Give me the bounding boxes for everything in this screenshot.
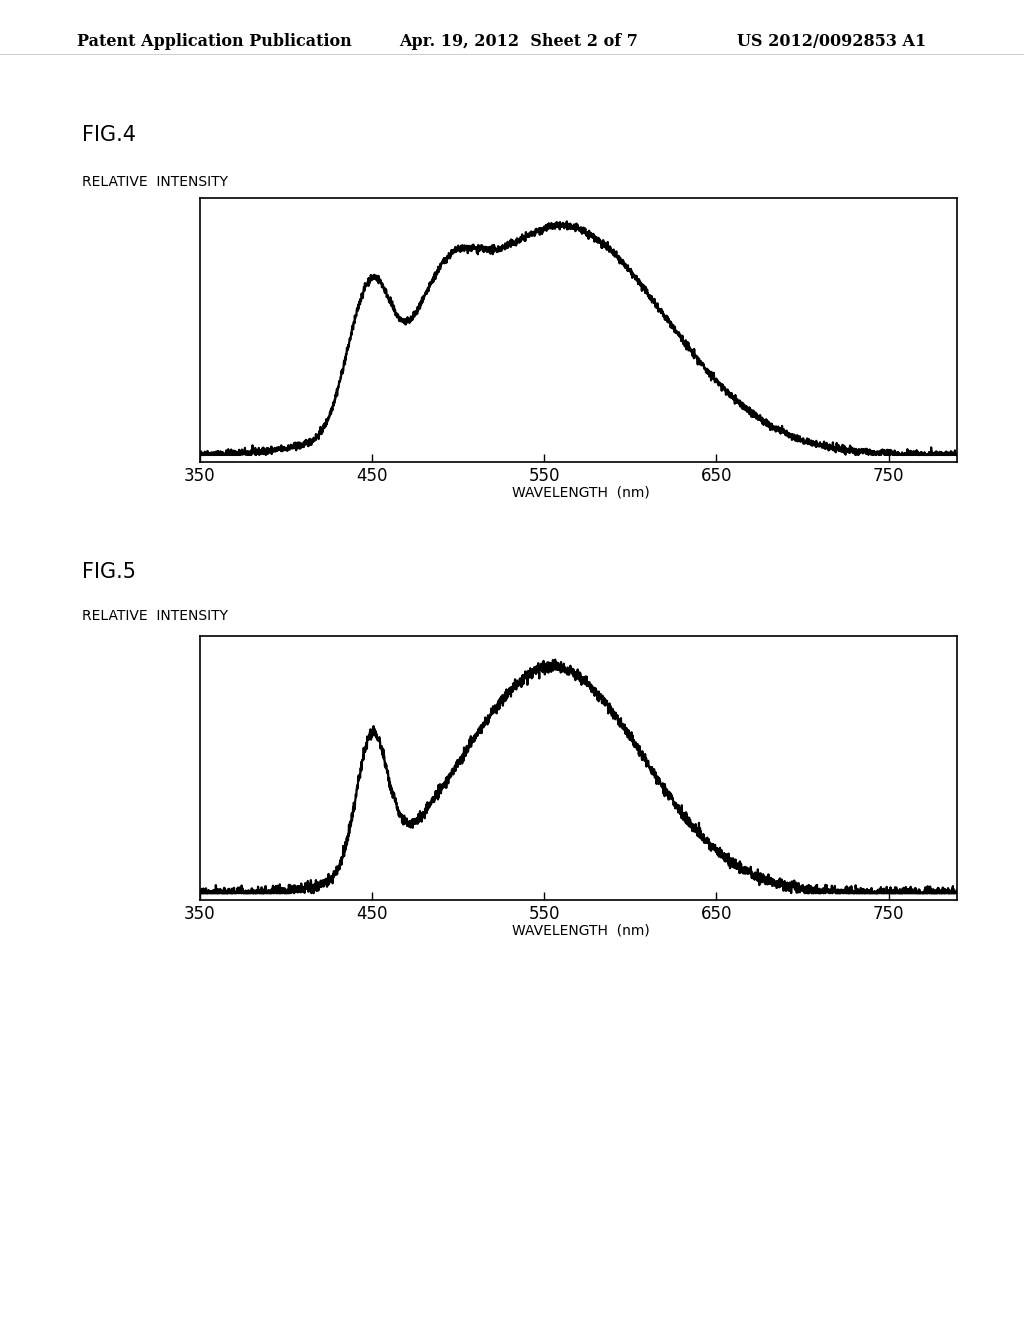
Text: WAVELENGTH  (nm): WAVELENGTH (nm) — [512, 486, 649, 500]
Text: Patent Application Publication: Patent Application Publication — [77, 33, 351, 50]
Text: RELATIVE  INTENSITY: RELATIVE INTENSITY — [82, 174, 228, 189]
Text: US 2012/0092853 A1: US 2012/0092853 A1 — [737, 33, 927, 50]
Text: RELATIVE  INTENSITY: RELATIVE INTENSITY — [82, 609, 228, 623]
Text: FIG.5: FIG.5 — [82, 562, 136, 582]
Text: FIG.4: FIG.4 — [82, 125, 136, 145]
Text: Apr. 19, 2012  Sheet 2 of 7: Apr. 19, 2012 Sheet 2 of 7 — [399, 33, 638, 50]
Text: WAVELENGTH  (nm): WAVELENGTH (nm) — [512, 924, 649, 939]
